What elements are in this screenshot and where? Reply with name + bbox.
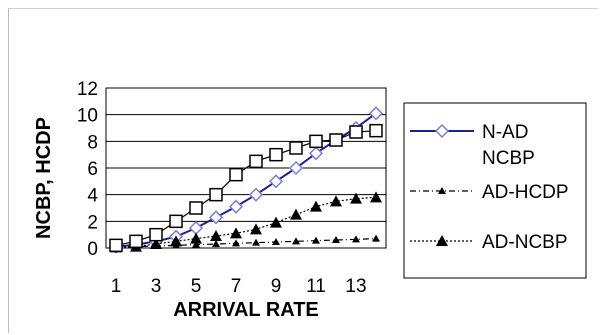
- legend: N-AD NCBP AD-HCDP AD-NCBP: [403, 102, 587, 279]
- legend-entry: AD-NCBP: [410, 232, 568, 253]
- data-point: [208, 210, 224, 225]
- data-point: [212, 240, 220, 247]
- x-tick-label: 11: [306, 276, 326, 297]
- data-point: [352, 235, 360, 243]
- data-point: [308, 146, 324, 161]
- data-point: [270, 216, 282, 228]
- data-point: [249, 154, 263, 169]
- data-point: [228, 199, 244, 214]
- x-tick-label: 3: [151, 276, 162, 297]
- series-4: [109, 123, 383, 253]
- legend-marker: [436, 235, 448, 246]
- data-point: [310, 200, 322, 212]
- data-point: [290, 208, 302, 220]
- x-axis-title: ARRIVAL RATE: [173, 299, 319, 321]
- data-point: [169, 214, 183, 229]
- data-point: [232, 239, 240, 247]
- y-tick-label: 12: [77, 79, 98, 100]
- data-point: [309, 134, 323, 149]
- legend-label: AD-NCBP: [482, 232, 568, 253]
- plot-area: [105, 87, 387, 249]
- data-point: [109, 238, 123, 253]
- data-point: [289, 141, 303, 155]
- x-tick-label: 1: [111, 276, 122, 297]
- x-tick-label: 5: [191, 276, 202, 297]
- y-tick-label: 8: [87, 132, 98, 153]
- data-point: [229, 167, 243, 182]
- data-point: [190, 232, 202, 244]
- legend-label: AD-HCDP: [482, 182, 569, 203]
- chart-frame: [8, 8, 598, 333]
- data-point: [252, 238, 260, 246]
- legend-entry: N-AD NCBP: [410, 122, 535, 169]
- data-point: [292, 237, 300, 245]
- data-point: [189, 201, 203, 215]
- y-tick-label: 0: [87, 239, 98, 260]
- data-point: [368, 106, 384, 121]
- legend-entry: AD-HCDP: [410, 182, 569, 203]
- x-tick-label: 9: [271, 276, 282, 297]
- data-point: [370, 191, 382, 203]
- y-axis-title: NCBP, HCDP: [33, 117, 55, 239]
- data-point: [272, 238, 280, 245]
- data-point: [288, 160, 304, 176]
- data-point: [210, 230, 222, 241]
- legend-box: [403, 102, 587, 279]
- series-layer: [108, 106, 384, 254]
- data-point: [350, 192, 362, 204]
- data-point: [188, 220, 204, 236]
- x-tick-label: 13: [345, 276, 366, 297]
- y-tick-label: 2: [87, 212, 98, 233]
- data-point: [230, 227, 242, 239]
- data-point: [329, 133, 343, 147]
- legend-label: NCBP: [482, 148, 535, 169]
- y-tick-label: 10: [77, 106, 98, 127]
- data-point: [349, 125, 363, 139]
- legend-marker: [438, 187, 446, 194]
- data-point: [372, 234, 380, 242]
- data-point: [248, 187, 264, 202]
- legend-marker: [434, 123, 450, 139]
- data-point: [312, 236, 320, 244]
- data-point: [170, 235, 182, 247]
- data-point: [332, 236, 340, 243]
- data-point: [209, 187, 223, 202]
- data-point: [369, 123, 383, 138]
- y-tick-label: 6: [87, 159, 98, 180]
- data-point: [269, 147, 283, 162]
- y-tick-label: 4: [87, 186, 98, 207]
- data-point: [149, 227, 163, 242]
- legend-label: N-AD: [482, 122, 528, 143]
- data-point: [268, 174, 284, 189]
- data-point: [192, 240, 200, 248]
- x-tick-label: 7: [231, 276, 242, 297]
- data-point: [129, 234, 143, 249]
- data-point: [250, 223, 262, 235]
- data-point: [150, 238, 162, 249]
- data-point: [330, 195, 342, 207]
